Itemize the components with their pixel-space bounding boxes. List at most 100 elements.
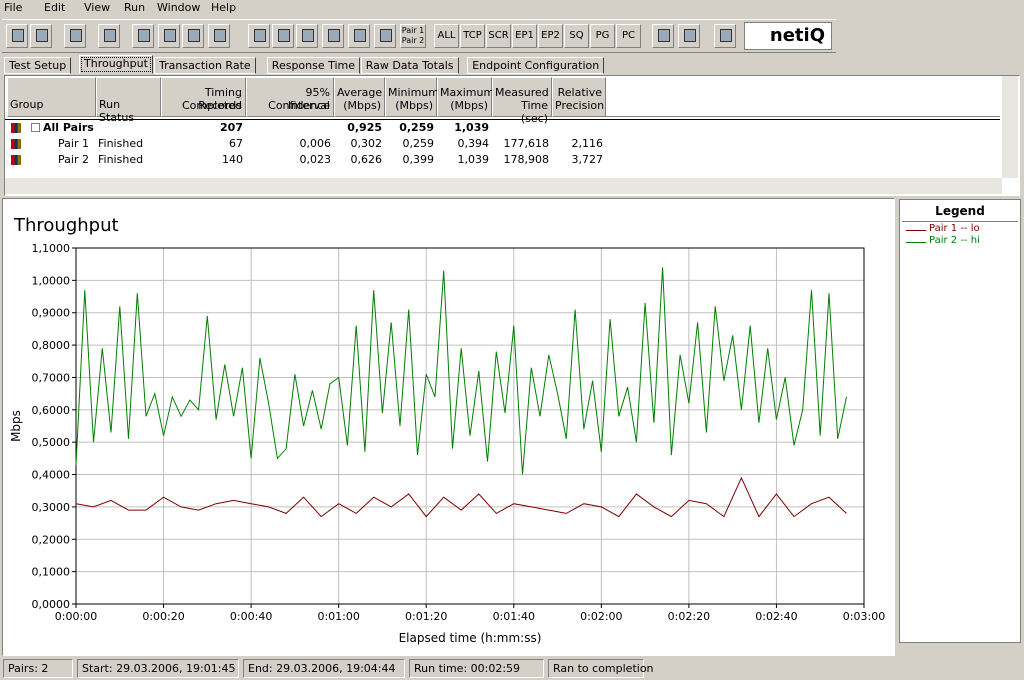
y-tick-label: 0,2000: [32, 533, 71, 546]
x-tick-label: 0:00:00: [55, 610, 97, 623]
cell: Finished: [98, 153, 144, 166]
tab-active[interactable]: Throughput: [79, 55, 153, 74]
toolbar-button[interactable]: [6, 24, 28, 48]
cell: 0,399: [402, 153, 435, 166]
cell: 67: [229, 137, 243, 150]
status-field: Ran to completion: [548, 659, 654, 678]
y-tick-label: 0,4000: [32, 469, 71, 482]
menu-item[interactable]: Window: [157, 1, 201, 14]
toolbar-button[interactable]: [158, 24, 180, 48]
button-icon: [214, 29, 226, 42]
toolbar-button[interactable]: [348, 24, 370, 48]
column-header[interactable]: Run Status: [96, 77, 161, 124]
y-tick-label: 0,7000: [32, 371, 71, 384]
cell: All Pairs: [43, 121, 94, 134]
series-line: [75, 476, 847, 518]
column-header[interactable]: 95% Confidence Interval: [246, 77, 334, 117]
filter-button[interactable]: SQ: [564, 24, 589, 48]
button-icon: [354, 29, 366, 42]
status-field: Run time: 00:02:59: [409, 659, 544, 678]
column-header[interactable]: Timing Records Completed: [161, 77, 246, 117]
tab[interactable]: Endpoint Configuration: [467, 57, 605, 74]
collapse-box[interactable]: [31, 123, 40, 132]
button-icon: [278, 29, 290, 42]
toolbar-button[interactable]: [64, 24, 86, 48]
column-header[interactable]: Group: [7, 77, 96, 117]
toolbar-button[interactable]: [652, 24, 674, 48]
pair-button[interactable]: Pair 1 Pair 2: [400, 24, 426, 48]
button-icon: [36, 29, 48, 42]
menu-item[interactable]: File: [4, 1, 23, 14]
filter-button[interactable]: EP2: [538, 24, 563, 48]
legend-swatch: [906, 230, 926, 231]
column-header[interactable]: Measured Time (sec): [492, 77, 552, 125]
menu-item[interactable]: Run: [124, 1, 146, 14]
menu-item[interactable]: Help: [211, 1, 237, 14]
button-icon: [138, 29, 150, 42]
x-tick-label: 0:02:00: [580, 610, 622, 623]
x-axis-label: Elapsed time (h:mm:ss): [399, 631, 542, 645]
column-header[interactable]: Maximum (Mbps): [437, 77, 494, 117]
cell: Pair 1: [58, 137, 89, 150]
x-tick-label: 0:02:40: [755, 610, 797, 623]
toolbar-button[interactable]: [182, 24, 204, 48]
y-tick-label: 1,0000: [32, 274, 71, 287]
toolbar-button[interactable]: [98, 24, 120, 48]
cell: 0,626: [350, 153, 383, 166]
toolbar: Pair 1 Pair 2 ALL TCP SCR EP1 EP2 SQ PG PC netiQ: [2, 19, 836, 53]
button-icon: [328, 29, 340, 42]
y-tick-label: 0,3000: [32, 501, 71, 514]
button-label: Pair 1: [401, 26, 425, 35]
toolbar-button[interactable]: [714, 24, 736, 48]
filter-button[interactable]: PG: [590, 24, 615, 48]
y-tick-label: 1,1000: [32, 242, 71, 255]
h-scrollbar[interactable]: [5, 178, 1002, 194]
filter-button[interactable]: SCR: [486, 24, 511, 48]
x-tick-label: 0:01:20: [405, 610, 447, 623]
cell: Pair 2: [58, 153, 89, 166]
button-icon: [104, 29, 116, 42]
series-line: [75, 267, 847, 475]
cell: 2,116: [571, 137, 604, 150]
toolbar-button[interactable]: [322, 24, 344, 48]
toolbar-button[interactable]: [678, 24, 700, 48]
toolbar-button[interactable]: [132, 24, 154, 48]
filter-button[interactable]: PC: [616, 24, 641, 48]
cell: 0,302: [350, 137, 383, 150]
header-text: (Mbps): [450, 99, 488, 112]
y-tick-label: 0,0000: [32, 598, 71, 611]
menu-item[interactable]: Edit: [44, 1, 66, 14]
tab[interactable]: Raw Data Totals: [360, 57, 459, 74]
tab[interactable]: Test Setup: [4, 57, 72, 74]
column-header[interactable]: Average (Mbps): [334, 77, 385, 117]
tab[interactable]: Transaction Rate: [154, 57, 256, 74]
filter-button[interactable]: TCP: [460, 24, 485, 48]
legend-label: Pair 1 -- lo: [929, 223, 980, 234]
column-header[interactable]: Minimum (Mbps): [385, 77, 439, 117]
header-text: Precision: [555, 99, 605, 112]
toolbar-button[interactable]: [374, 24, 396, 48]
toolbar-button[interactable]: [208, 24, 230, 48]
toolbar-button[interactable]: [30, 24, 52, 48]
filter-button[interactable]: ALL: [434, 24, 459, 48]
v-scrollbar[interactable]: [1002, 76, 1018, 178]
status-field: Pairs: 2: [3, 659, 73, 678]
toolbar-button[interactable]: [248, 24, 270, 48]
cell: 0,006: [299, 137, 332, 150]
button-icon: [658, 29, 670, 42]
tab[interactable]: Response Time: [266, 57, 361, 74]
y-tick-label: 0,5000: [32, 436, 71, 449]
legend-label: Pair 2 -- hi: [929, 235, 980, 246]
cell: 1,039: [457, 153, 490, 166]
header-text: (Mbps): [343, 99, 381, 112]
filter-button[interactable]: EP1: [512, 24, 537, 48]
toolbar-button[interactable]: [296, 24, 318, 48]
button-icon: [302, 29, 314, 42]
column-header[interactable]: Relative Precision: [552, 77, 606, 117]
toolbar-button[interactable]: [272, 24, 294, 48]
legend-swatch: [906, 242, 926, 243]
button-icon: [720, 29, 732, 42]
menu-item[interactable]: View: [84, 1, 111, 14]
